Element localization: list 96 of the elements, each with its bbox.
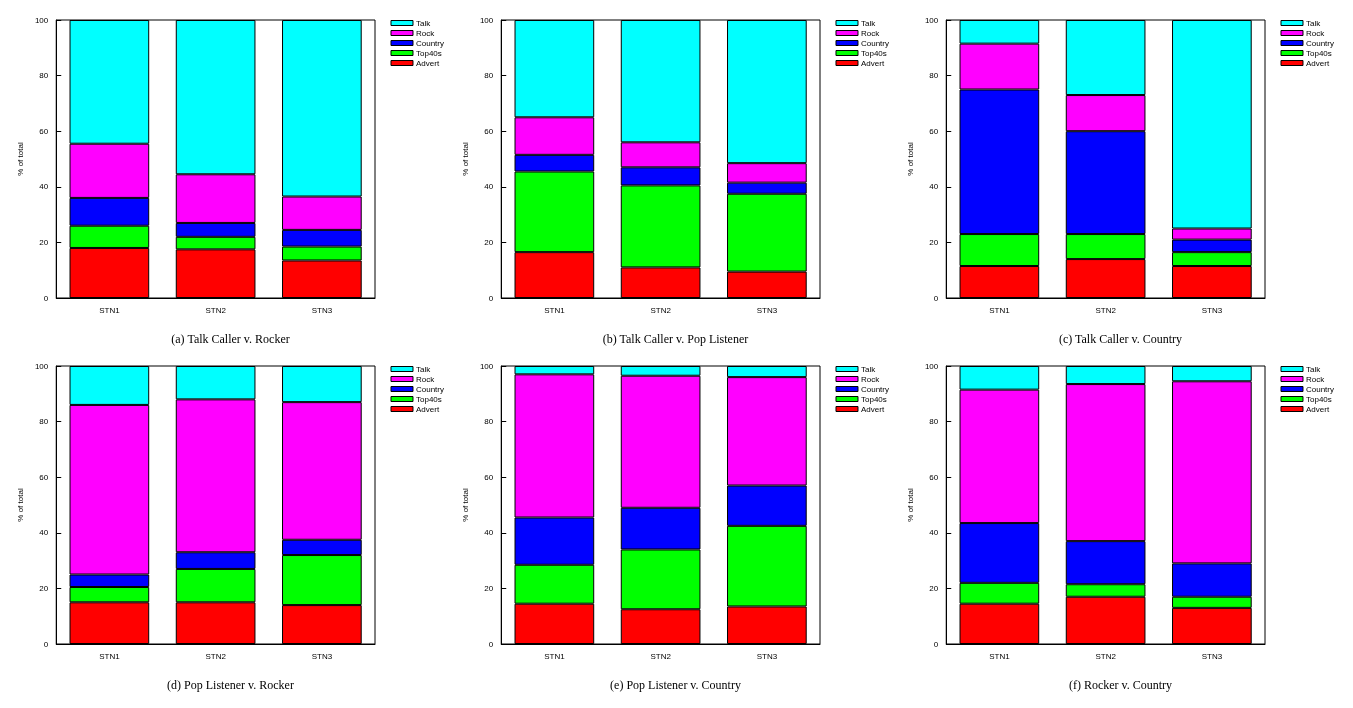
y-tick-label: 20 <box>484 583 494 593</box>
x-tick-label: STN2 <box>1095 651 1117 661</box>
y-tick-label: 60 <box>929 126 939 136</box>
text: (b) Talk Caller v. Pop Listener <box>602 332 749 346</box>
text: (d) Pop Listener v. Rocker <box>167 678 294 692</box>
y-axis-title: % of total <box>460 488 470 522</box>
y-tick-label: 80 <box>484 417 494 427</box>
legend-label: Advert <box>415 404 440 414</box>
legend-label: Country <box>860 38 889 48</box>
y-tick-label: 100 <box>34 361 49 371</box>
legend-label: Rock <box>1305 28 1326 38</box>
x-tick-label: STN1 <box>99 305 121 315</box>
y-tick-label: 40 <box>484 182 494 192</box>
y-tick-label: 20 <box>929 237 939 247</box>
legend-label: Top40s <box>1305 394 1332 404</box>
legend-label: Top40s <box>415 394 442 404</box>
legend-label: Top40s <box>860 394 887 404</box>
y-axis-title: % of total <box>905 488 915 522</box>
legend-label: Advert <box>1305 404 1330 414</box>
y-tick-label: 40 <box>39 528 49 538</box>
y-tick-label: 80 <box>929 71 939 81</box>
y-tick-label: 100 <box>924 361 939 371</box>
legend-label: Talk <box>860 18 877 28</box>
legend-label: Top40s <box>860 48 887 58</box>
legend-label: Country <box>1305 384 1334 394</box>
x-tick-label: STN1 <box>99 651 121 661</box>
text: (f) Rocker v. Country <box>1068 678 1173 692</box>
y-tick-label: 20 <box>484 237 494 247</box>
x-tick-label: STN1 <box>544 651 566 661</box>
x-tick-label: STN3 <box>311 651 333 661</box>
y-tick-label: 0 <box>488 293 494 303</box>
y-tick-label: 60 <box>484 126 494 136</box>
y-tick-label: 40 <box>929 182 939 192</box>
y-tick-label: 100 <box>924 15 939 25</box>
y-tick-label: 60 <box>929 472 939 482</box>
y-tick-label: 100 <box>479 15 494 25</box>
legend-label: Talk <box>415 18 432 28</box>
y-tick-label: 60 <box>39 472 49 482</box>
text: (e) Pop Listener v. Country <box>610 678 741 692</box>
y-tick-label: 100 <box>479 361 494 371</box>
legend-label: Talk <box>1305 18 1322 28</box>
legend-label: Advert <box>860 404 885 414</box>
legend-label: Talk <box>860 364 877 374</box>
y-axis-title: % of total <box>460 142 470 176</box>
x-tick-label: STN3 <box>1201 651 1223 661</box>
x-tick-label: STN1 <box>989 651 1011 661</box>
y-tick-label: 0 <box>933 293 939 303</box>
text: (c) Talk Caller v. Country <box>1058 332 1183 346</box>
legend-label: Rock <box>860 374 881 384</box>
x-tick-label: STN2 <box>205 305 227 315</box>
y-axis-title: % of total <box>15 488 25 522</box>
y-tick-label: 0 <box>933 639 939 649</box>
y-tick-label: 20 <box>39 583 49 593</box>
y-tick-label: 80 <box>39 71 49 81</box>
x-tick-label: STN2 <box>1095 305 1117 315</box>
y-tick-label: 60 <box>39 126 49 136</box>
x-tick-label: STN1 <box>544 305 566 315</box>
legend-label: Rock <box>415 28 436 38</box>
x-tick-label: STN1 <box>989 305 1011 315</box>
legend-label: Country <box>415 384 444 394</box>
y-tick-label: 40 <box>484 528 494 538</box>
y-tick-label: 20 <box>929 583 939 593</box>
legend-label: Country <box>860 384 889 394</box>
y-tick-label: 80 <box>39 417 49 427</box>
x-tick-label: STN3 <box>1201 305 1223 315</box>
y-tick-label: 20 <box>39 237 49 247</box>
y-tick-label: 100 <box>34 15 49 25</box>
y-tick-label: 60 <box>484 472 494 482</box>
text: (a) Talk Caller v. Rocker <box>171 332 290 346</box>
y-tick-label: 80 <box>484 71 494 81</box>
legend-label: Country <box>415 38 444 48</box>
y-axis-title: % of total <box>905 142 915 176</box>
y-tick-label: 0 <box>43 293 49 303</box>
legend-label: Top40s <box>415 48 442 58</box>
x-tick-label: STN3 <box>756 651 778 661</box>
x-tick-label: STN2 <box>205 651 227 661</box>
legend-label: Advert <box>1305 58 1330 68</box>
legend-label: Top40s <box>1305 48 1332 58</box>
legend-label: Talk <box>1305 364 1322 374</box>
legend-label: Advert <box>860 58 885 68</box>
y-tick-label: 0 <box>488 639 494 649</box>
y-axis-title: % of total <box>15 142 25 176</box>
y-tick-label: 40 <box>39 182 49 192</box>
x-tick-label: STN2 <box>650 305 672 315</box>
legend-label: Rock <box>415 374 436 384</box>
y-tick-label: 40 <box>929 528 939 538</box>
x-tick-label: STN3 <box>311 305 333 315</box>
legend-label: Talk <box>415 364 432 374</box>
y-tick-label: 0 <box>43 639 49 649</box>
x-tick-label: STN2 <box>650 651 672 661</box>
legend-label: Rock <box>1305 374 1326 384</box>
legend-label: Advert <box>415 58 440 68</box>
x-tick-label: STN3 <box>756 305 778 315</box>
y-tick-label: 80 <box>929 417 939 427</box>
legend-label: Country <box>1305 38 1334 48</box>
legend-label: Rock <box>860 28 881 38</box>
